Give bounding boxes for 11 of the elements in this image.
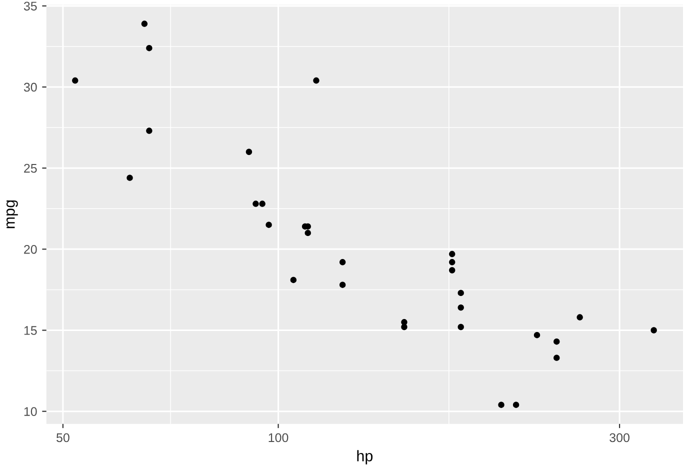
x-tick-label: 100 — [268, 433, 288, 442]
y-tick-label: 30 — [24, 82, 37, 92]
y-tick-label: 35 — [24, 2, 37, 11]
y-tick-label: 25 — [24, 164, 37, 173]
x-axis-title: hp — [357, 450, 373, 464]
y-tick-label: 10 — [24, 407, 37, 416]
y-axis-title: mpg — [6, 200, 18, 228]
x-tick-label: 50 — [56, 433, 70, 442]
x-tick-label: 300 — [610, 433, 630, 442]
y-tick-label: 20 — [24, 244, 37, 254]
y-tick-label: 15 — [24, 326, 37, 335]
